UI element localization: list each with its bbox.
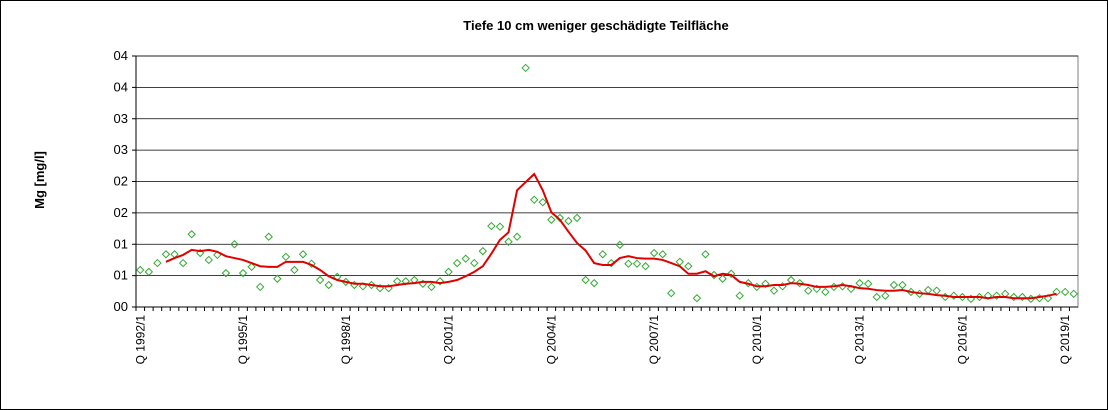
x-tick-label: Q 1992/1 — [133, 315, 147, 365]
data-point — [1009, 292, 1018, 302]
y-tick-label: 01 — [114, 268, 128, 283]
data-point — [684, 262, 693, 271]
y-tick-label: 04 — [114, 79, 128, 94]
data-point — [898, 280, 907, 290]
data-point — [1060, 287, 1070, 297]
y-tick-label: 03 — [114, 142, 128, 157]
x-tick-label: Q 2016/1 — [955, 315, 969, 365]
data-point — [144, 267, 154, 277]
data-point — [452, 258, 462, 268]
data-point — [872, 292, 881, 302]
data-point — [598, 250, 607, 259]
data-point — [221, 268, 231, 278]
data-point — [992, 291, 1001, 300]
y-tick-label: 02 — [114, 174, 128, 189]
data-point — [547, 215, 556, 224]
data-point — [821, 287, 830, 297]
data-point — [949, 291, 959, 300]
data-point — [804, 286, 813, 295]
data-point — [735, 291, 744, 300]
y-tick-label: 03 — [114, 111, 128, 126]
data-point — [538, 198, 547, 207]
data-point — [290, 265, 299, 275]
data-point — [487, 221, 496, 231]
y-tick-label: 04 — [114, 48, 128, 63]
data-point — [247, 262, 256, 272]
data-point — [136, 265, 145, 275]
data-point — [281, 252, 291, 262]
data-point — [521, 63, 530, 73]
chart-title: Tiefe 10 cm weniger geschädigte Teilfläc… — [463, 18, 728, 33]
data-point — [1018, 292, 1027, 302]
data-point — [512, 232, 522, 241]
data-point — [255, 282, 265, 292]
x-tick-label: Q 2010/1 — [750, 315, 764, 365]
data-point — [153, 258, 162, 268]
data-point — [641, 262, 650, 271]
data-point — [726, 269, 736, 278]
y-tick-label: 02 — [114, 205, 128, 220]
data-point — [161, 250, 171, 259]
x-tick-label: Q 2019/1 — [1058, 315, 1072, 365]
data-point — [470, 258, 479, 268]
data-point — [530, 195, 539, 204]
data-point — [889, 280, 899, 290]
data-point — [863, 279, 873, 288]
data-point — [649, 248, 659, 258]
data-point — [692, 294, 702, 303]
x-tick-label: Q 1998/1 — [339, 315, 353, 365]
data-point — [572, 213, 582, 223]
x-tick-label: Q 2007/1 — [647, 315, 661, 365]
data-point — [324, 280, 333, 290]
data-point — [667, 288, 676, 298]
data-point — [564, 216, 573, 226]
data-point — [461, 254, 470, 263]
x-tick-label: Q 2001/1 — [442, 315, 456, 365]
data-point — [187, 230, 196, 239]
data-point — [178, 258, 188, 268]
data-point — [658, 250, 667, 259]
data-point — [744, 278, 753, 288]
data-point — [435, 277, 445, 286]
series-line — [165, 172, 1057, 300]
x-tick-label: Q 1995/1 — [236, 315, 250, 365]
data-point — [769, 286, 779, 295]
data-point — [495, 222, 505, 231]
data-point — [264, 232, 273, 241]
data-point — [1069, 289, 1078, 299]
data-point — [504, 237, 513, 246]
data-point — [427, 282, 436, 292]
data-point — [881, 291, 890, 300]
data-point — [701, 250, 710, 259]
x-tick-label: Q 2004/1 — [544, 315, 558, 365]
data-point — [589, 278, 599, 288]
data-point — [975, 292, 984, 302]
data-point — [855, 278, 864, 288]
data-point — [1052, 287, 1061, 297]
data-point — [238, 268, 248, 278]
data-point — [478, 246, 488, 256]
data-point — [958, 292, 967, 302]
data-point — [624, 259, 633, 268]
data-point — [632, 259, 642, 268]
data-point — [196, 248, 205, 258]
data-point — [298, 250, 308, 259]
data-point — [444, 267, 453, 277]
y-axis-label: Mg [mg/l] — [32, 151, 47, 209]
x-tick-label: Q 2013/1 — [853, 315, 867, 365]
data-point — [718, 274, 727, 283]
data-point — [581, 275, 590, 285]
data-point — [795, 278, 804, 288]
data-point — [273, 274, 282, 283]
y-tick-label: 01 — [114, 236, 128, 251]
data-point — [307, 259, 316, 268]
data-point — [615, 240, 625, 250]
data-point — [230, 240, 239, 249]
data-point — [315, 275, 325, 285]
y-tick-label: 00 — [114, 299, 128, 314]
data-point — [204, 255, 213, 265]
